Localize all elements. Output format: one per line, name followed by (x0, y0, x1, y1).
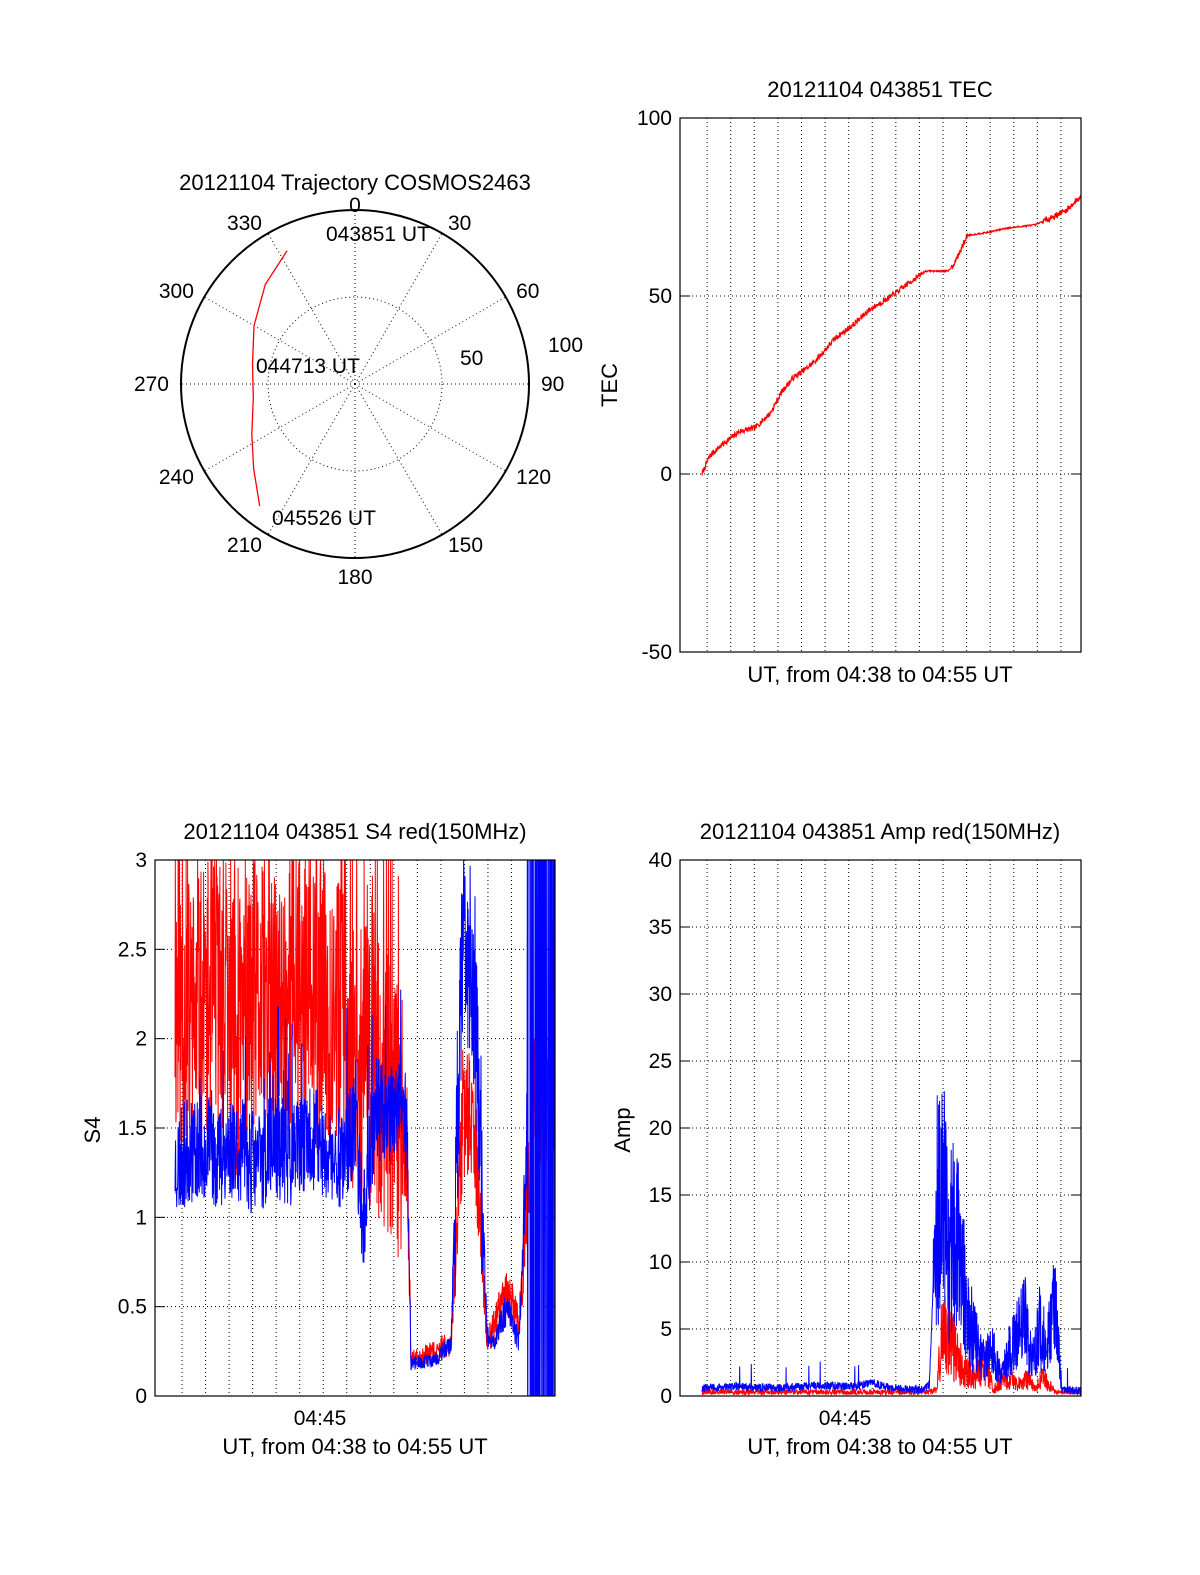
amp-y-tick-label: 20 (649, 1117, 672, 1140)
polar-annotation-start: 043851 UT (326, 223, 430, 246)
tec-y-axis-label: TEC (597, 363, 622, 407)
amp-grid (680, 859, 1081, 1397)
polar-angle-label-300: 300 (159, 280, 194, 303)
amp-y-tick-label: 35 (649, 916, 672, 939)
s4-y-axis-label: S4 (80, 1117, 105, 1144)
s4-y-tick-label: 3 (135, 849, 147, 872)
polar-title: 20121104 Trajectory COSMOS2463 (179, 170, 531, 195)
polar-annotation-end: 045526 UT (272, 507, 376, 530)
amp-plot: 20121104 043851 Amp red(150MHz) 40 35 30 25… (610, 819, 1082, 1459)
amp-y-tick-label: 5 (660, 1318, 672, 1341)
amp-y-tick-label: 0 (660, 1385, 672, 1408)
s4-title: 20121104 043851 S4 red(150MHz) (183, 819, 526, 844)
polar-spoke-210 (267, 383, 356, 535)
amp-title: 20121104 043851 Amp red(150MHz) (700, 819, 1060, 844)
amp-y-tick-label: 10 (649, 1251, 672, 1274)
polar-trajectory-plot: 20121104 Trajectory COSMOS2463 0 30 60 90 12… (134, 170, 583, 589)
polar-angle-label-60: 60 (516, 280, 539, 303)
polar-spoke-30 (354, 233, 443, 385)
polar-spoke-240 (204, 383, 356, 472)
s4-y-tick-label: 0.5 (118, 1296, 147, 1319)
amp-y-axis-label: Amp (610, 1107, 635, 1152)
amp-series-blue (701, 1091, 1082, 1395)
polar-angle-label-240: 240 (159, 466, 194, 489)
polar-spoke-300 (204, 296, 356, 385)
s4-y-tick-label: 1.5 (118, 1117, 147, 1140)
amp-y-tick-label: 30 (649, 983, 672, 1006)
s4-y-tick-labels: 3 2.5 2 1.5 1 0.5 0 (118, 849, 147, 1408)
polar-trajectory-line (251, 250, 288, 507)
tec-y-tick-label: -50 (642, 641, 672, 664)
amp-y-tick-label: 25 (649, 1050, 672, 1073)
tec-grid (680, 117, 1081, 653)
tec-y-tick-label: 50 (649, 285, 672, 308)
amp-y-tick-label: 15 (649, 1184, 672, 1207)
polar-angle-label-180: 180 (337, 566, 372, 589)
s4-frame (154, 859, 556, 1397)
amp-frame (679, 859, 1082, 1397)
s4-y-tick-label: 0 (135, 1385, 147, 1408)
s4-series-red (174, 859, 556, 1368)
polar-grid-spokes (181, 210, 529, 558)
amp-x-tick-label: 04:45 (819, 1407, 872, 1430)
polar-angle-label-0: 0 (349, 194, 361, 217)
s4-y-tick-label: 2 (135, 1028, 147, 1051)
tec-series-red (701, 194, 1082, 476)
s4-y-tick-label: 2.5 (118, 938, 147, 961)
s4-y-tick-label: 1 (135, 1206, 147, 1229)
polar-annotation-mid: 044713 UT (256, 355, 360, 378)
polar-angle-labels: 0 30 60 90 120 150 180 210 240 270 300 330 (134, 194, 564, 589)
polar-angle-label-90: 90 (541, 373, 564, 396)
s4-series-blue (174, 859, 556, 1397)
amp-y-tick-label: 40 (649, 849, 672, 872)
polar-spoke-120 (354, 383, 506, 472)
amp-y-tick-labels: 40 35 30 25 20 15 10 5 0 (649, 849, 672, 1408)
s4-x-axis-label: UT, from 04:38 to 04:55 UT (222, 1434, 487, 1459)
polar-angle-label-210: 210 (227, 534, 262, 557)
polar-outer-circle (180, 209, 530, 559)
polar-spoke-150 (354, 383, 443, 535)
s4-x-tick-label: 04:45 (294, 1407, 347, 1430)
polar-grid-inner-circle (267, 296, 443, 472)
polar-angle-label-330: 330 (227, 212, 262, 235)
polar-angle-label-150: 150 (448, 534, 483, 557)
tec-y-tick-label: 100 (637, 107, 672, 130)
polar-spoke-60 (354, 296, 506, 385)
tec-y-tick-label: 0 (660, 463, 672, 486)
polar-angle-label-30: 30 (448, 212, 471, 235)
tec-plot: 20121104 043851 TEC 100 50 0 -50 UT, from 0… (597, 77, 1082, 687)
s4-plot: 20121104 043851 S4 red(150MHz) 3 2.5 2 1.5 1… (80, 819, 556, 1459)
polar-radius-label-50: 50 (460, 347, 483, 370)
tec-x-axis-label: UT, from 04:38 to 04:55 UT (747, 662, 1012, 687)
polar-angle-label-270: 270 (134, 373, 169, 396)
amp-x-axis-label: UT, from 04:38 to 04:55 UT (747, 1434, 1012, 1459)
tec-frame (679, 117, 1082, 653)
polar-radius-label-100: 100 (548, 334, 583, 357)
tec-title: 20121104 043851 TEC (767, 77, 993, 102)
polar-angle-label-120: 120 (516, 466, 551, 489)
tec-y-tick-labels: 100 50 0 -50 (637, 107, 672, 664)
